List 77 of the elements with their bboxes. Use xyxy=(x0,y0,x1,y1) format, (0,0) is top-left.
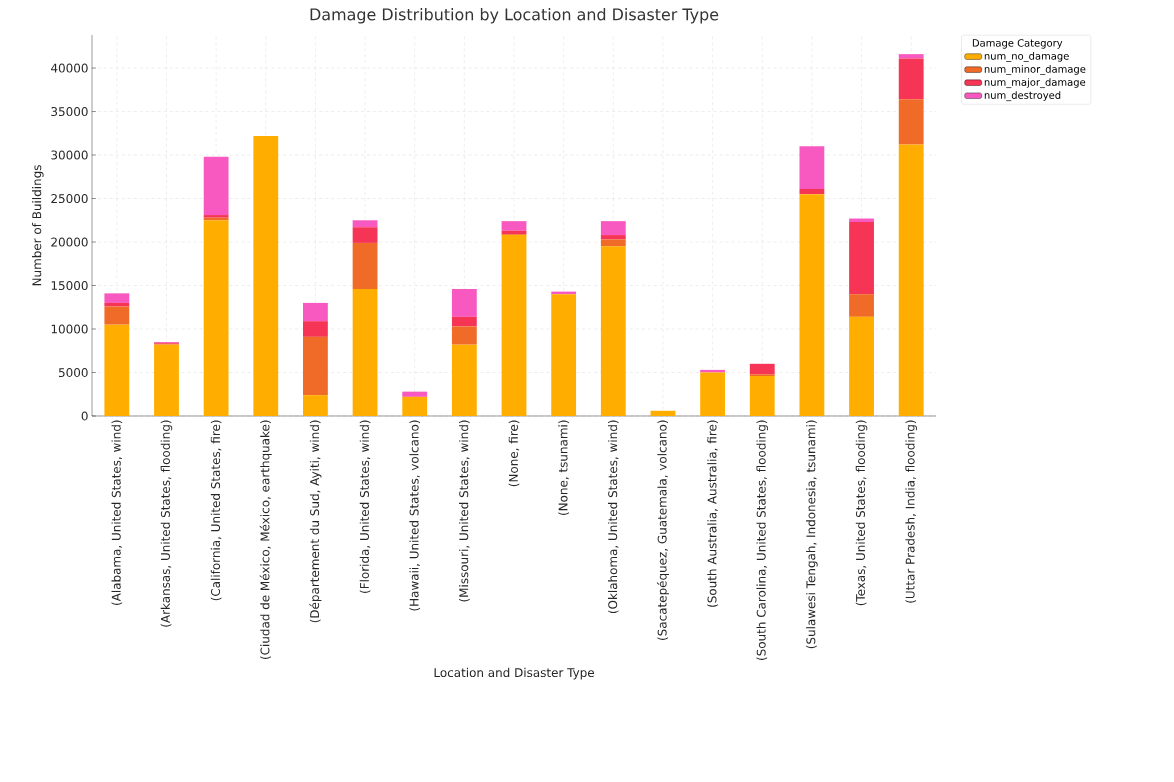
bar xyxy=(352,220,378,228)
legend-label: num_destroyed xyxy=(984,91,1061,102)
x-tick-label: (Oklahoma, United States, wind) xyxy=(607,420,619,614)
bar xyxy=(104,324,130,416)
y-tick-label: 0 xyxy=(81,411,88,421)
legend-label: num_minor_damage xyxy=(984,65,1086,76)
x-axis-title: Location and Disaster Type xyxy=(434,667,594,680)
x-tick-label: (South Carolina, United States, flooding) xyxy=(756,420,769,660)
bar xyxy=(849,316,874,416)
x-tick-label: (Missouri, United States, wind) xyxy=(459,420,470,602)
bar xyxy=(799,194,825,416)
bar xyxy=(898,144,924,416)
bar xyxy=(501,221,527,231)
bar xyxy=(104,293,130,303)
bar xyxy=(303,395,328,416)
bar xyxy=(303,302,328,322)
bar xyxy=(600,246,626,416)
bar xyxy=(303,336,328,396)
x-tick-label: (Arkansas, United States, flooding) xyxy=(160,420,173,627)
legend-label: num_no_damage xyxy=(984,52,1069,62)
bar xyxy=(650,410,676,416)
bar xyxy=(451,289,477,317)
x-tick-label: (Hawaii, United States, volcano) xyxy=(409,420,421,611)
bar xyxy=(352,289,378,416)
chart-title: Damage Distribution by Location and Disaster Type xyxy=(310,8,719,24)
bar xyxy=(402,396,428,416)
bar xyxy=(551,294,577,416)
bar xyxy=(451,316,477,327)
x-tick-label: (Sulawesi Tengah, Indonesia, tsunami) xyxy=(806,420,818,649)
x-tick-label: (South Australia, Australia, fire) xyxy=(707,420,718,607)
x-tick-label: (Texas, United States, flooding) xyxy=(855,420,868,606)
bar xyxy=(352,242,378,289)
x-tick-label: (Alabama, United States, wind) xyxy=(111,420,123,605)
bar xyxy=(600,239,626,247)
bar xyxy=(600,235,626,240)
bar xyxy=(303,321,328,337)
x-tick-label: (Uttar Pradesh, India, flooding) xyxy=(905,420,917,603)
y-tick-label: 10000 xyxy=(51,324,88,334)
y-tick-label: 40000 xyxy=(51,63,88,73)
x-tick-label: (Département du Sud, Ayiti, wind) xyxy=(309,420,322,623)
bar xyxy=(501,235,527,416)
bar xyxy=(154,344,179,416)
bar xyxy=(799,188,825,195)
x-tick-label: (California, United States, fire) xyxy=(210,420,222,601)
y-axis-title: Number of Buildings xyxy=(32,165,44,286)
x-tick-label: (Sacatepéquez, Guatemala, volcano) xyxy=(656,420,669,640)
y-tick-label: 15000 xyxy=(51,280,88,291)
y-tick-label: 35000 xyxy=(51,107,88,117)
bar xyxy=(898,99,924,145)
y-tick-label: 20000 xyxy=(51,237,88,247)
bar xyxy=(898,58,924,100)
x-tick-label: (None, tsunami) xyxy=(558,420,569,515)
bar xyxy=(451,344,477,416)
bar xyxy=(203,156,229,216)
bar xyxy=(203,220,229,416)
bar xyxy=(749,363,775,375)
bar xyxy=(749,375,775,416)
legend-label: num_major_damage xyxy=(984,78,1086,89)
x-tick-label: (Ciudad de México, México, earthquake) xyxy=(259,420,272,660)
bar xyxy=(451,326,477,345)
bar xyxy=(700,372,726,416)
x-tick-label: (None, fire) xyxy=(508,420,520,487)
y-tick-label: 30000 xyxy=(51,150,88,160)
bar xyxy=(849,222,874,295)
bar xyxy=(352,227,378,243)
bar xyxy=(700,369,726,373)
x-tick-label: (Florida, United States, wind) xyxy=(359,420,371,593)
legend-title: Damage Category xyxy=(972,39,1063,49)
bar xyxy=(799,146,825,189)
bar xyxy=(849,294,874,317)
bar xyxy=(402,391,428,397)
bar xyxy=(104,306,130,325)
bar xyxy=(600,221,626,236)
bar xyxy=(253,135,279,416)
y-tick-label: 5000 xyxy=(58,367,88,378)
bar xyxy=(898,54,924,59)
y-tick-label: 25000 xyxy=(51,194,88,204)
